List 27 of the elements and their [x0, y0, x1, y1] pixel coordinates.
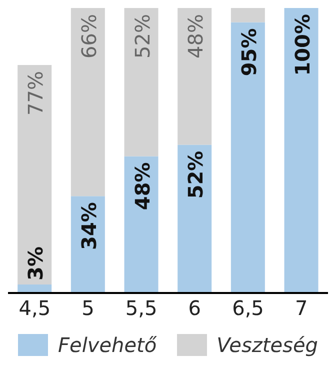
legend-label: Veszteség	[216, 333, 318, 357]
data-label: 52%	[130, 14, 154, 58]
data-label: 48%	[184, 14, 208, 58]
bar	[178, 144, 212, 293]
x-tick-label: 6,5	[232, 296, 264, 320]
data-label: 66%	[76, 14, 101, 58]
x-tick-label: 5	[82, 296, 94, 320]
bar	[70, 8, 105, 196]
bar	[18, 65, 52, 284]
data-label: 48%	[130, 162, 154, 210]
legend-label: Felvehető	[57, 333, 157, 357]
bar	[230, 8, 265, 22]
bar	[230, 22, 265, 293]
data-label: 100%	[290, 14, 314, 76]
data-label: 34%	[76, 202, 101, 250]
bar	[178, 8, 212, 145]
data-label: 52%	[184, 150, 208, 199]
bar	[124, 156, 158, 293]
data-label: 77%	[24, 71, 48, 116]
x-tick-label: 7	[294, 296, 308, 320]
x-tick-label: 6	[188, 296, 202, 320]
data-label: 3%	[24, 246, 48, 280]
x-tick-label: 4,5	[18, 296, 51, 320]
data-label: 95%	[236, 28, 261, 76]
bar	[284, 8, 318, 293]
bar	[124, 8, 158, 156]
x-tick-label: 5,5	[125, 296, 158, 320]
